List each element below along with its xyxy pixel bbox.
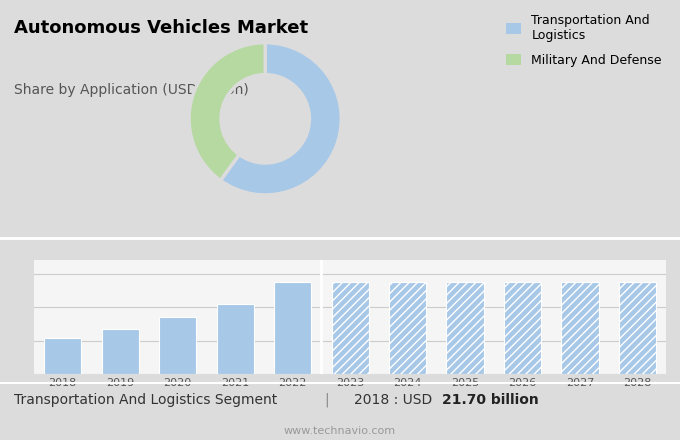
Wedge shape: [189, 43, 265, 180]
Bar: [619, 282, 656, 374]
Legend: Transportation And
Logistics, Military And Defense: Transportation And Logistics, Military A…: [501, 9, 667, 72]
Bar: [44, 338, 82, 374]
Bar: [274, 282, 311, 374]
Text: Autonomous Vehicles Market: Autonomous Vehicles Market: [14, 19, 308, 37]
Bar: [562, 282, 599, 374]
Bar: [447, 282, 484, 374]
Bar: [159, 317, 197, 374]
Bar: [101, 329, 139, 374]
Bar: [389, 282, 426, 374]
Bar: [332, 282, 369, 374]
Text: 2018 : USD: 2018 : USD: [354, 393, 437, 407]
Text: Transportation And Logistics Segment: Transportation And Logistics Segment: [14, 393, 277, 407]
Text: 21.70 billion: 21.70 billion: [442, 393, 539, 407]
Text: |: |: [324, 393, 328, 407]
Wedge shape: [220, 43, 341, 195]
Bar: [216, 304, 254, 374]
Text: Share by Application (USD billion): Share by Application (USD billion): [14, 83, 248, 97]
Bar: [504, 282, 541, 374]
Text: www.technavio.com: www.technavio.com: [284, 426, 396, 436]
